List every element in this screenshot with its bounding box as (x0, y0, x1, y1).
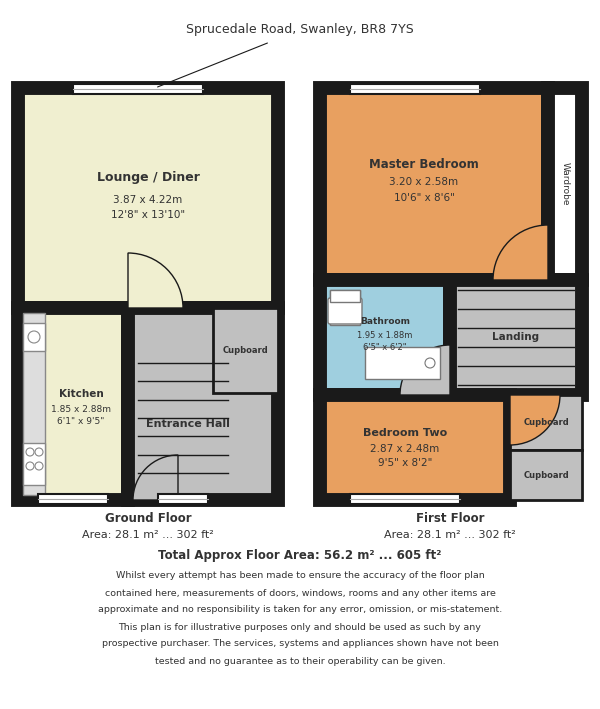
Text: Bedroom Two: Bedroom Two (363, 428, 447, 438)
Bar (23, 313, 45, 495)
Text: 1.95 x 1.88m: 1.95 x 1.88m (358, 331, 413, 340)
Wedge shape (493, 225, 548, 280)
Text: contained here, measurements of doors, windows, rooms and any other items are: contained here, measurements of doors, w… (104, 588, 496, 598)
Text: 3.87 x 4.22m: 3.87 x 4.22m (113, 195, 182, 205)
Text: Area: 28.1 m² ... 302 ft²: Area: 28.1 m² ... 302 ft² (384, 530, 516, 540)
Bar (350, 494, 460, 504)
Bar (330, 290, 360, 302)
Bar (320, 280, 450, 395)
Text: This plan is for illustrative purposes only and should be used as such by any: This plan is for illustrative purposes o… (119, 623, 481, 632)
Text: Ground Floor: Ground Floor (104, 511, 191, 525)
Bar (18, 88, 278, 308)
Wedge shape (128, 253, 183, 308)
Text: Lounge / Diner: Lounge / Diner (97, 172, 199, 184)
Bar (73, 84, 203, 94)
Text: Bathroom: Bathroom (360, 317, 410, 326)
Bar (365, 347, 440, 379)
Wedge shape (400, 345, 450, 395)
Wedge shape (133, 455, 178, 500)
Text: 10'6" x 8'6": 10'6" x 8'6" (394, 193, 454, 203)
Text: Cupboard: Cupboard (523, 471, 569, 479)
Text: Area: 28.1 m² ... 302 ft²: Area: 28.1 m² ... 302 ft² (82, 530, 214, 540)
FancyBboxPatch shape (328, 298, 362, 324)
Bar (510, 395, 582, 450)
Bar (330, 290, 360, 325)
Bar (510, 450, 582, 500)
Bar (320, 88, 548, 280)
Bar (128, 308, 278, 500)
Bar (213, 308, 278, 393)
Bar (450, 280, 582, 395)
Bar (548, 88, 582, 280)
Bar (320, 395, 510, 500)
Bar (23, 443, 45, 485)
Bar (158, 494, 208, 504)
Bar (23, 323, 45, 351)
Text: Kitchen: Kitchen (59, 389, 103, 399)
Bar (18, 308, 128, 500)
Text: 9'5" x 8'2": 9'5" x 8'2" (378, 459, 432, 469)
Text: First Floor: First Floor (416, 511, 484, 525)
Text: Entrance Hall: Entrance Hall (146, 419, 230, 429)
Text: Sprucedale Road, Swanley, BR8 7YS: Sprucedale Road, Swanley, BR8 7YS (186, 23, 414, 36)
Text: Whilst every attempt has been made to ensure the accuracy of the floor plan: Whilst every attempt has been made to en… (116, 571, 484, 581)
Bar (350, 84, 480, 94)
Text: tested and no guarantee as to their operability can be given.: tested and no guarantee as to their oper… (155, 657, 445, 666)
Text: Cupboard: Cupboard (523, 418, 569, 427)
Text: 6'5" x 6'2": 6'5" x 6'2" (363, 343, 407, 352)
Text: Landing: Landing (493, 333, 539, 342)
Text: 6'1" x 9'5": 6'1" x 9'5" (58, 418, 104, 427)
Text: Cupboard: Cupboard (223, 346, 268, 355)
Wedge shape (510, 395, 560, 445)
Text: Master Bedroom: Master Bedroom (369, 157, 479, 170)
Text: 12'8" x 13'10": 12'8" x 13'10" (111, 210, 185, 220)
Text: prospective purchaser. The services, systems and appliances shown have not been: prospective purchaser. The services, sys… (101, 640, 499, 649)
Bar (38, 494, 108, 504)
Text: 2.87 x 2.48m: 2.87 x 2.48m (370, 445, 440, 454)
Text: 1.85 x 2.88m: 1.85 x 2.88m (51, 405, 111, 413)
Text: approximate and no responsibility is taken for any error, omission, or mis-state: approximate and no responsibility is tak… (98, 605, 502, 615)
Text: Wardrobe: Wardrobe (560, 162, 569, 206)
Text: Total Approx Floor Area: 56.2 m² ... 605 ft²: Total Approx Floor Area: 56.2 m² ... 605… (158, 549, 442, 562)
Text: 3.20 x 2.58m: 3.20 x 2.58m (389, 177, 458, 187)
